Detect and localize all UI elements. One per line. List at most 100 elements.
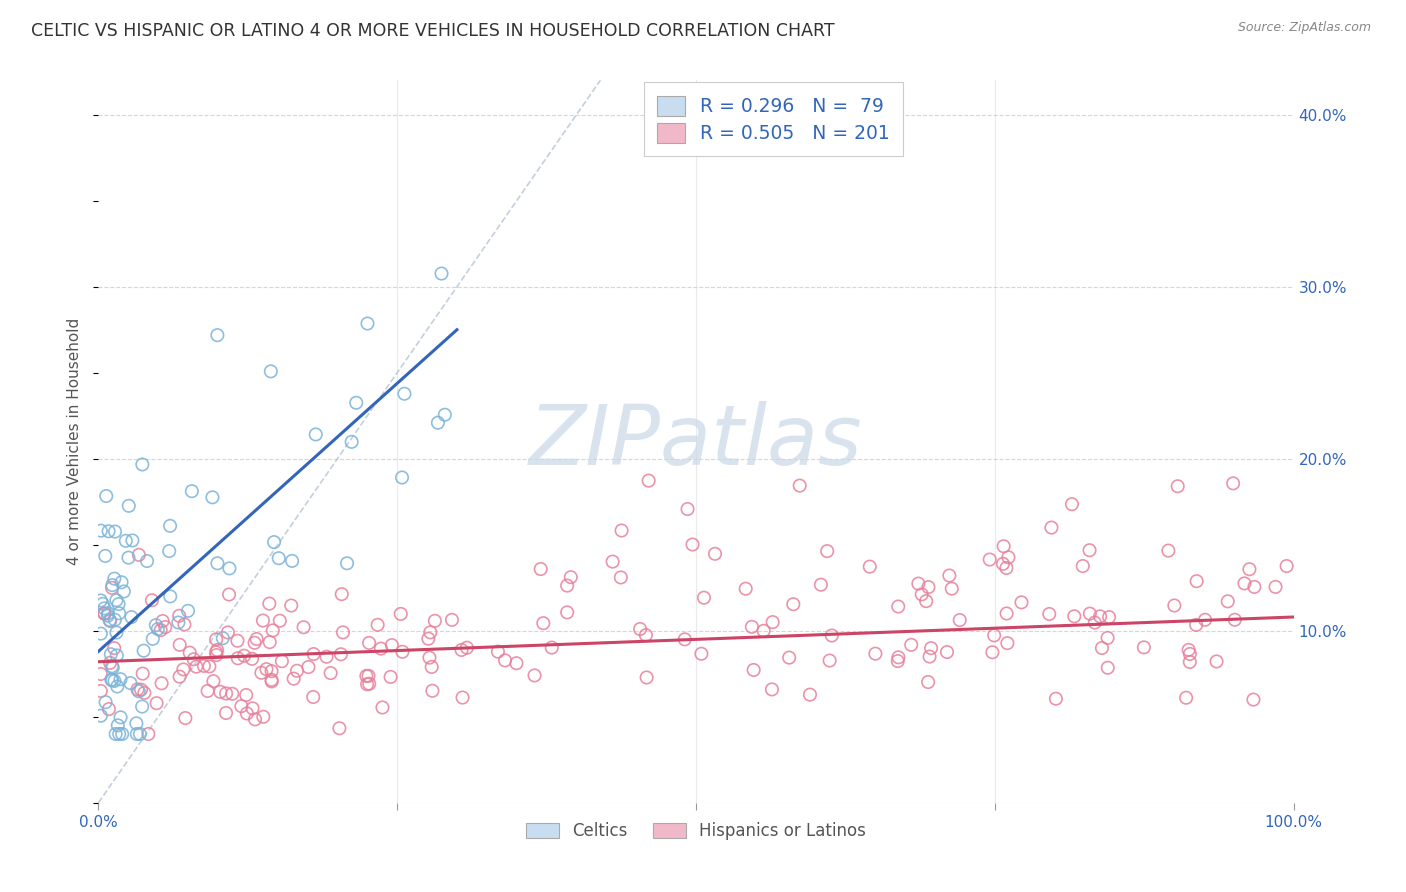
Point [242,701,264,715]
Point [810,577,832,591]
Point [105,680,128,694]
Point [1038,607,1060,621]
Text: CELTIC VS HISPANIC OR LATINO 4 OR MORE VEHICLES IN HOUSEHOLD CORRELATION CHART: CELTIC VS HISPANIC OR LATINO 4 OR MORE V… [31,22,835,40]
Point [260,674,283,689]
Point [101,581,124,595]
Point [131,458,153,472]
Point [983,628,1005,642]
Point [260,664,283,678]
Point [150,676,173,690]
Point [995,607,1018,621]
Point [305,427,328,442]
Point [761,682,783,697]
Point [97,608,120,623]
Point [145,618,167,632]
Point [1264,580,1286,594]
Point [186,659,208,673]
Point [118,499,141,513]
Point [120,610,142,624]
Point [637,474,659,488]
Point [117,550,139,565]
Point [193,659,215,673]
Point [330,587,353,601]
Point [233,648,256,663]
Point [991,557,1014,571]
Point [270,654,292,668]
Point [610,570,633,584]
Point [209,685,232,699]
Point [146,622,169,636]
Point [131,699,153,714]
Point [90,524,112,538]
Point [243,712,266,726]
Legend: Celtics, Hispanics or Latinos: Celtics, Hispanics or Latinos [517,814,875,848]
Point [172,663,194,677]
Point [531,616,554,631]
Point [97,607,120,621]
Point [907,576,929,591]
Point [104,727,127,741]
Point [1078,543,1101,558]
Point [250,665,273,680]
Point [505,656,527,670]
Point [1078,607,1101,621]
Point [169,638,191,652]
Point [818,653,841,667]
Point [917,675,939,690]
Point [380,670,402,684]
Point [120,676,142,690]
Point [93,607,115,621]
Point [1060,497,1083,511]
Point [263,535,285,549]
Point [329,647,352,661]
Point [486,645,509,659]
Point [97,702,120,716]
Point [423,614,446,628]
Point [634,628,657,642]
Point [205,645,228,659]
Point [128,727,150,741]
Point [240,652,263,666]
Point [173,617,195,632]
Point [246,632,269,646]
Point [280,599,302,613]
Point [917,580,939,594]
Point [456,640,478,655]
Point [179,646,201,660]
Point [101,660,124,674]
Point [530,562,553,576]
Point [96,489,118,503]
Point [269,614,291,628]
Point [995,561,1018,575]
Point [103,673,125,688]
Point [949,613,972,627]
Point [183,652,205,666]
Point [422,683,444,698]
Point [356,669,378,683]
Point [993,539,1015,553]
Point [211,631,233,645]
Point [523,668,546,682]
Point [859,559,882,574]
Point [918,649,941,664]
Point [129,682,152,697]
Point [159,519,181,533]
Point [356,677,378,691]
Point [131,666,153,681]
Point [560,570,582,584]
Point [356,317,378,331]
Point [149,623,172,637]
Point [789,478,811,492]
Point [198,659,221,673]
Point [1223,613,1246,627]
Point [98,656,121,670]
Point [799,688,821,702]
Point [94,695,117,709]
Point [450,643,472,657]
Point [252,710,274,724]
Point [136,554,159,568]
Point [98,614,121,628]
Point [336,556,359,570]
Point [1088,609,1111,624]
Point [394,386,416,401]
